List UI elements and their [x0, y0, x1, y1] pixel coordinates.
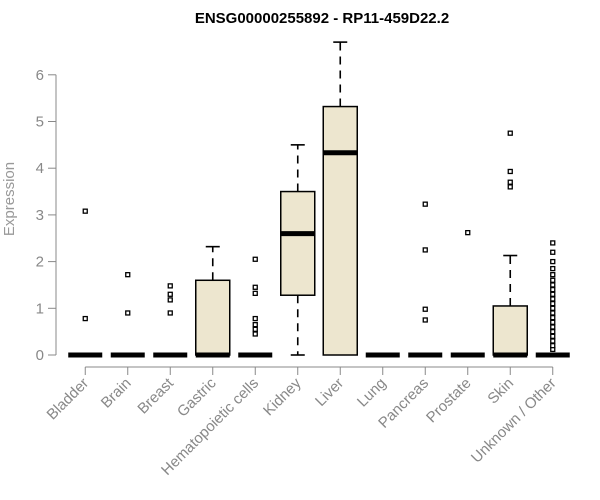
box-body	[195, 279, 231, 356]
x-tick-label: Lung	[354, 375, 390, 411]
y-axis-label: Expression	[1, 162, 18, 236]
outlier-point	[507, 184, 513, 190]
outlier-point	[167, 297, 173, 303]
outlier-point	[550, 343, 556, 349]
y-tick-label: 0	[36, 347, 44, 364]
outlier-point	[422, 201, 428, 207]
outlier-point	[465, 229, 471, 236]
x-tick-label: Kidney	[260, 374, 305, 419]
outlier-point	[252, 321, 258, 328]
outlier-point	[550, 333, 556, 339]
outlier-point	[252, 326, 258, 332]
outlier-point	[252, 284, 258, 290]
outlier-point	[125, 272, 131, 278]
outlier-point	[507, 130, 513, 136]
outlier-point	[125, 310, 131, 316]
outlier-point	[550, 249, 556, 255]
outlier-point	[507, 179, 513, 185]
outlier-point	[550, 338, 556, 344]
outlier-point	[550, 258, 556, 265]
y-axis: 0 1 2 3 4 5 6	[36, 67, 57, 364]
outlier-point	[167, 283, 173, 289]
x-tick-label: Bladder	[43, 375, 92, 424]
outlier-point	[550, 291, 556, 297]
box-unknown-other	[535, 240, 570, 358]
box-hematopoietic-cells	[238, 256, 273, 358]
outlier-point	[550, 305, 556, 311]
y-tick-label: 2	[36, 254, 44, 271]
outlier-point	[550, 319, 556, 325]
outlier-point	[550, 272, 556, 278]
outlier-point	[252, 256, 258, 262]
outlier-point	[550, 328, 556, 335]
outlier-point	[550, 286, 556, 293]
chart-title: ENSG00000255892 - RP11-459D22.2	[195, 10, 449, 27]
outlier-point	[550, 282, 556, 288]
box-kidney	[280, 144, 316, 356]
box-pancreas	[408, 201, 443, 358]
outlier-point	[252, 315, 258, 322]
box-liver	[322, 41, 358, 356]
box-bladder	[68, 208, 103, 358]
outlier-point	[550, 265, 556, 272]
x-tick-label: Prostate	[423, 375, 475, 427]
outlier-point	[252, 290, 258, 297]
outlier-point	[167, 310, 173, 316]
outlier-point	[550, 296, 556, 302]
outlier-point	[550, 324, 556, 330]
y-tick-label: 6	[36, 67, 44, 84]
x-tick-label: Liver	[312, 375, 347, 410]
y-tick-label: 4	[36, 160, 44, 177]
x-tick-label: Breast	[134, 374, 177, 417]
box-breast	[153, 283, 188, 358]
box-gastric	[195, 245, 231, 358]
outlier-point	[422, 247, 428, 253]
x-tick-label: Brain	[98, 375, 135, 412]
outlier-point	[167, 291, 173, 297]
box-prostate	[450, 229, 485, 358]
box-skin	[492, 130, 528, 358]
box-body	[322, 105, 358, 356]
box-brain	[110, 272, 145, 358]
x-tick-label: Skin	[484, 375, 517, 408]
outlier-point	[82, 315, 88, 322]
outlier-point	[550, 310, 556, 316]
box-body	[280, 190, 316, 296]
outlier-point	[252, 331, 258, 337]
outlier-point	[507, 168, 513, 175]
outlier-point	[550, 240, 556, 246]
box-body	[492, 305, 528, 356]
outlier-point	[422, 317, 428, 323]
y-tick-label: 5	[36, 114, 44, 131]
outlier-point	[550, 300, 556, 307]
outlier-point	[422, 306, 428, 312]
y-tick-label: 3	[36, 207, 44, 224]
outlier-point	[550, 314, 556, 321]
outlier-point	[82, 208, 88, 214]
plot-area	[68, 41, 570, 358]
outlier-point	[550, 277, 556, 283]
y-tick-label: 1	[36, 300, 44, 317]
